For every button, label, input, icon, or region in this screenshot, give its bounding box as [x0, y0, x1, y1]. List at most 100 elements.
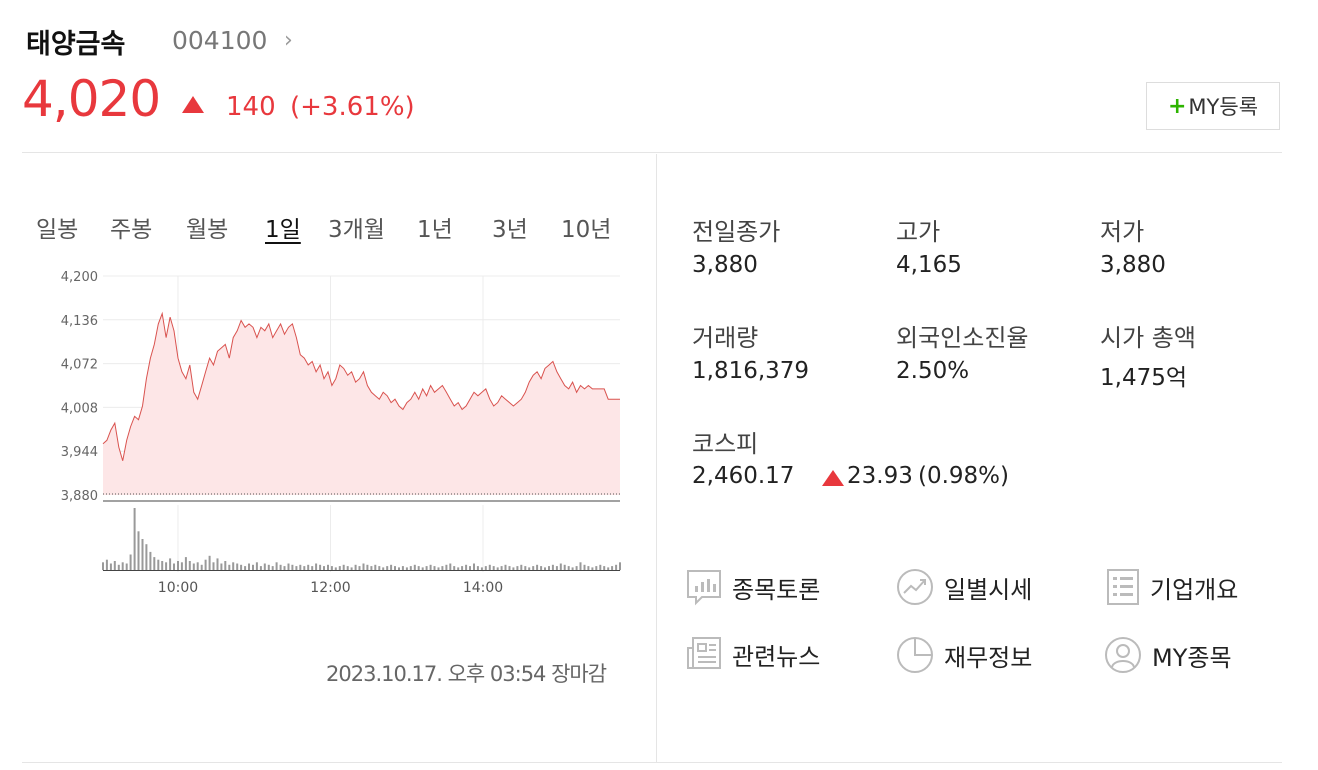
- volume-bar: [437, 567, 440, 570]
- volume-bar: [319, 564, 322, 570]
- tab-1year[interactable]: 1년: [417, 217, 453, 243]
- volume-bar: [476, 566, 479, 570]
- volume-bar: [291, 564, 294, 570]
- volume-bar: [149, 551, 152, 570]
- volume-bar: [579, 562, 582, 571]
- tab-1day[interactable]: 1일: [265, 217, 301, 243]
- pie-chart-icon: [897, 637, 933, 673]
- stat-label-volume: 거래량: [692, 324, 759, 352]
- link-company-overview[interactable]: 기업개요: [1106, 568, 1238, 606]
- volume-bar: [512, 567, 515, 570]
- volume-bar: [299, 564, 302, 570]
- volume-bar: [338, 566, 341, 570]
- volume-bar: [413, 564, 416, 570]
- volume-bar: [591, 567, 594, 570]
- user-icon: [1105, 637, 1141, 673]
- up-triangle-icon: [822, 470, 844, 486]
- stat-value-market-cap: 1,475억: [1100, 365, 1188, 391]
- volume-bar: [382, 567, 385, 570]
- link-daily-quotes[interactable]: 일별시세: [896, 568, 1032, 606]
- volume-bar: [216, 558, 219, 570]
- stat-value-volume: 1,816,379: [692, 358, 810, 384]
- volume-bar: [583, 564, 586, 570]
- tab-10year[interactable]: 10년: [561, 217, 612, 243]
- volume-bar: [169, 558, 172, 570]
- volume-bar: [441, 566, 444, 570]
- volume-bar: [488, 564, 491, 570]
- volume-bar: [200, 564, 203, 570]
- volume-bar: [279, 564, 282, 570]
- link-discussion[interactable]: 종목토론: [686, 568, 820, 606]
- y-tick-label: 3,944: [61, 445, 98, 460]
- y-tick-label: 4,008: [61, 401, 98, 416]
- tab-3month[interactable]: 3개월: [328, 217, 385, 243]
- my-register-button[interactable]: + MY등록: [1146, 82, 1280, 130]
- chart-timestamp: 2023.10.17. 오후 03:54 장마감: [326, 662, 607, 686]
- chevron-right-icon[interactable]: ›: [284, 28, 293, 53]
- price-change-percent: (+3.61%): [290, 92, 415, 122]
- volume-bar: [117, 564, 120, 570]
- volume-bar: [536, 564, 539, 570]
- link-related-news[interactable]: 관련뉴스: [686, 636, 820, 672]
- volume-bar: [567, 566, 570, 570]
- volume-bar: [563, 564, 566, 570]
- y-tick-label: 4,072: [61, 358, 98, 373]
- volume-bar: [390, 564, 393, 570]
- volume-bar: [492, 566, 495, 570]
- volume-bar: [532, 566, 535, 570]
- link-financials[interactable]: 재무정보: [896, 636, 1032, 674]
- volume-bar: [595, 566, 598, 570]
- volume-bar: [453, 566, 456, 570]
- volume-bar: [303, 566, 306, 570]
- volume-bar: [307, 564, 310, 570]
- tab-3year[interactable]: 3년: [492, 217, 528, 243]
- price-area: [103, 313, 620, 495]
- volume-bar: [133, 508, 136, 570]
- volume-bar: [177, 561, 179, 570]
- volume-bar: [271, 566, 274, 570]
- kospi-value: 2,460.17: [692, 463, 795, 489]
- volume-bar: [457, 567, 460, 570]
- volume-bar: [287, 563, 290, 570]
- stat-label-high: 고가: [896, 218, 941, 246]
- volume-bar: [196, 562, 199, 571]
- tab-monthly[interactable]: 월봉: [186, 217, 229, 243]
- volume-bar: [204, 559, 207, 570]
- volume-bar: [461, 566, 464, 570]
- volume-bar: [409, 566, 412, 570]
- stock-name: 태양금속: [26, 29, 126, 60]
- stat-label-prev-close: 전일종가: [692, 218, 781, 246]
- y-tick-label: 3,880: [61, 489, 98, 504]
- tab-daily[interactable]: 일봉: [36, 217, 79, 243]
- current-price: 4,020: [22, 70, 161, 128]
- volume-bar: [362, 563, 365, 570]
- volume-bar: [240, 564, 243, 570]
- x-tick-label: 14:00: [463, 580, 503, 596]
- tab-weekly[interactable]: 주봉: [110, 217, 153, 243]
- volume-bar: [496, 567, 499, 570]
- stat-value-high: 4,165: [896, 252, 962, 278]
- stat-label-market-cap: 시가 총액: [1100, 324, 1196, 352]
- volume-bar: [109, 563, 112, 570]
- stock-code-link[interactable]: 004100: [172, 26, 268, 55]
- x-tick-label: 12:00: [310, 580, 350, 596]
- volume-bar: [469, 566, 471, 570]
- volume-bar: [323, 566, 325, 570]
- volume-bar: [528, 567, 531, 570]
- volume-bar: [212, 562, 215, 571]
- volume-bar: [161, 561, 164, 570]
- chat-chart-icon: [687, 570, 721, 606]
- y-tick-label: 4,136: [61, 314, 98, 329]
- volume-bar: [259, 566, 262, 570]
- volume-bar: [358, 566, 361, 570]
- volume-bar: [555, 566, 558, 570]
- divider: [22, 152, 1282, 153]
- volume-bar: [275, 562, 278, 571]
- volume-bar: [165, 562, 168, 571]
- volume-bar: [153, 557, 156, 570]
- link-my-stocks[interactable]: MY종목: [1104, 636, 1232, 674]
- x-tick-label: 10:00: [158, 580, 198, 596]
- volume-bar: [173, 563, 175, 570]
- volume-bar: [374, 564, 377, 570]
- volume-bar: [220, 563, 223, 570]
